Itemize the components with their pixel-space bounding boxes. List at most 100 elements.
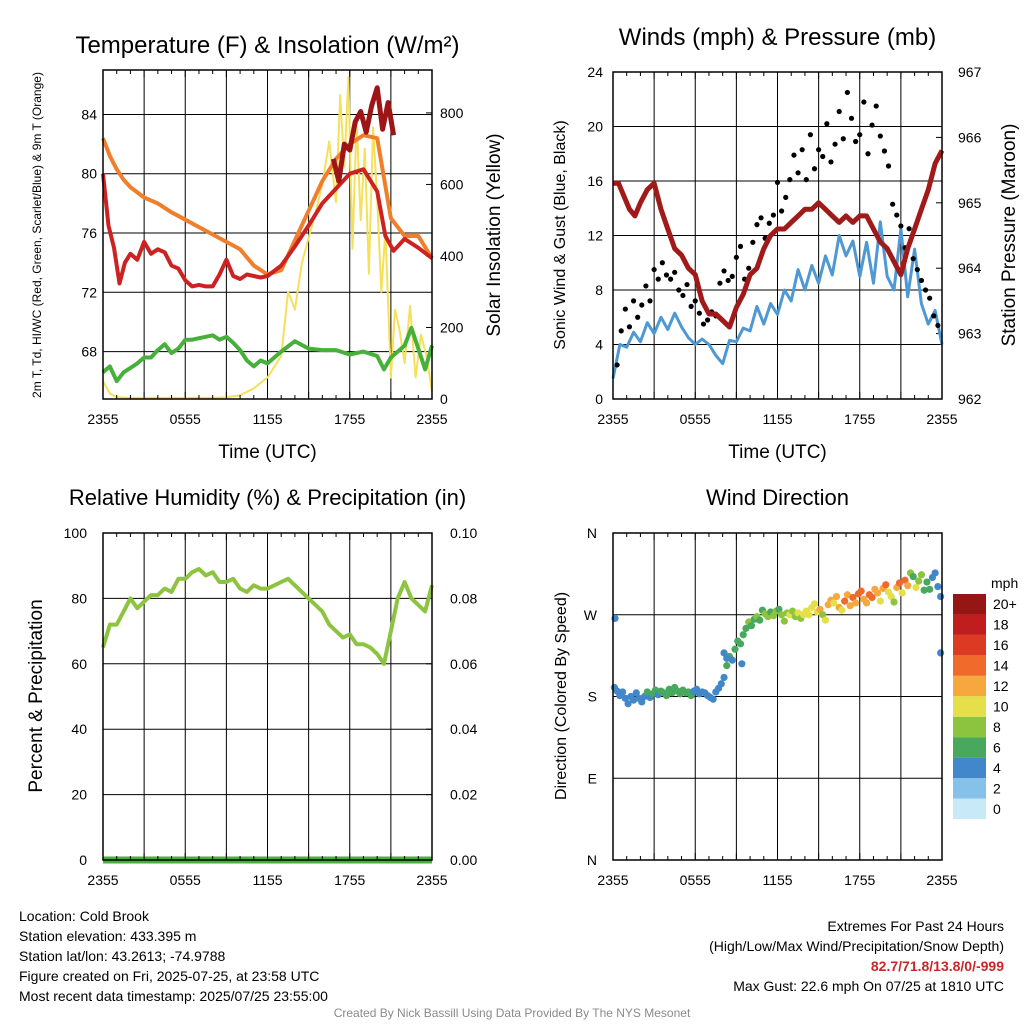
- direction-point: [838, 606, 846, 614]
- direction-point: [857, 587, 865, 595]
- direction-point: [778, 611, 786, 619]
- gust-point: [779, 208, 785, 214]
- colorbar-swatch: [953, 716, 986, 738]
- gust-point: [680, 292, 686, 299]
- direction-point: [904, 582, 912, 590]
- colorbar-swatch: [953, 675, 986, 697]
- gust-point: [873, 103, 879, 109]
- y2-tick-label: 0.08: [450, 590, 477, 606]
- x-tick-label: 0555: [680, 411, 711, 427]
- gust-point: [816, 147, 822, 153]
- direction-point: [873, 589, 882, 597]
- y2-axis-label: Station Pressure (Maroon): [999, 124, 1020, 347]
- gust-point: [704, 317, 711, 323]
- gust-point: [783, 194, 789, 200]
- x-tick-label: 2355: [597, 411, 628, 427]
- gust-point: [844, 89, 851, 96]
- colorbar-label: 18: [993, 617, 1009, 633]
- y-tick-label: 76: [81, 225, 97, 241]
- gust-point: [914, 266, 920, 273]
- gust-point: [746, 265, 752, 271]
- gust-point: [655, 276, 661, 282]
- direction-point: [723, 662, 731, 670]
- series-line-yellow: [102, 76, 433, 399]
- gust-point: [836, 108, 842, 115]
- gust-point: [881, 148, 888, 154]
- direction-point: [926, 585, 934, 593]
- x-tick-label: 2355: [926, 872, 957, 888]
- direction-point: [917, 571, 926, 579]
- y-tick-label: 80: [81, 166, 97, 182]
- colorbar-swatch: [953, 798, 986, 819]
- gust-point: [643, 283, 649, 289]
- y2-tick-label: 800: [440, 105, 464, 121]
- colorbar-label: 4: [993, 760, 1001, 776]
- y-tick-label: E: [588, 770, 597, 786]
- direction-point: [923, 578, 931, 586]
- gust-point: [918, 277, 925, 284]
- gust-point: [663, 272, 670, 278]
- direction-point: [901, 576, 909, 584]
- y-tick-label: 0: [595, 391, 603, 407]
- chart-title: Wind Direction: [706, 485, 849, 510]
- direction-point: [830, 599, 838, 607]
- direction-point: [890, 598, 898, 606]
- direction-point: [621, 694, 629, 702]
- gust-point: [824, 121, 830, 127]
- direction-point: [816, 605, 824, 613]
- plot-border: [612, 71, 943, 400]
- panel-winds: 0 4 8 12 16 20 24 962 963 964 965 966 967 2355 0555 115…: [552, 24, 1020, 463]
- colorbar-label: 16: [993, 637, 1009, 653]
- direction-point: [739, 631, 747, 639]
- gust-point: [774, 179, 781, 185]
- direction-point: [775, 605, 783, 613]
- direction-point: [863, 599, 871, 607]
- gust-point: [890, 201, 896, 207]
- gust-point: [754, 222, 760, 228]
- panel-temperature: 68 72 76 80 84 0 200 400 600 800 2355 0555 1155 1755 2…: [30, 32, 505, 463]
- gust-point: [865, 151, 871, 157]
- colorbar-swatch: [953, 594, 986, 615]
- x-tick-label: 2355: [87, 411, 118, 427]
- x-tick-label: 0555: [680, 872, 711, 888]
- direction-point: [819, 611, 827, 619]
- series-line-maroon: [613, 149, 945, 330]
- series-line-green: [101, 325, 434, 384]
- gust-point: [787, 177, 793, 183]
- y-axis-label: Percent & Precipitation: [26, 599, 47, 792]
- gust-point: [807, 132, 814, 138]
- x-tick-label: 1755: [844, 872, 875, 888]
- direction-point: [852, 599, 860, 607]
- direction-point: [915, 577, 923, 585]
- extremes-title: Extremes For Past 24 Hours: [827, 918, 1004, 934]
- y-tick-label: 12: [587, 228, 603, 244]
- y2-tick-label: 0.00: [450, 852, 477, 868]
- direction-point: [629, 696, 638, 704]
- y-tick-label: 0: [79, 852, 87, 868]
- gust-point: [857, 132, 863, 138]
- gust-point: [672, 269, 678, 275]
- colorbar-swatch: [953, 634, 986, 656]
- direction-point: [832, 592, 841, 601]
- y-tick-label: 80: [71, 590, 87, 606]
- station-elevation: Station elevation: 433.395 m: [19, 928, 197, 944]
- gust-point: [906, 226, 912, 232]
- direction-point: [895, 579, 904, 587]
- gust-point: [626, 324, 633, 330]
- gust-point: [688, 303, 694, 309]
- y2-tick-label: 200: [440, 319, 464, 335]
- gust-point: [618, 328, 624, 334]
- x-tick-label: 1755: [334, 411, 365, 427]
- series-line-orange: [101, 133, 434, 277]
- gust-point: [676, 287, 682, 293]
- direction-point: [728, 656, 736, 664]
- direction-point: [624, 700, 632, 708]
- gust-point: [803, 177, 809, 183]
- direction-point: [717, 680, 725, 688]
- direction-point: [638, 698, 646, 706]
- x-tick-label: 1755: [334, 872, 365, 888]
- x-tick-label: 0555: [170, 411, 201, 427]
- gust-point: [766, 220, 772, 226]
